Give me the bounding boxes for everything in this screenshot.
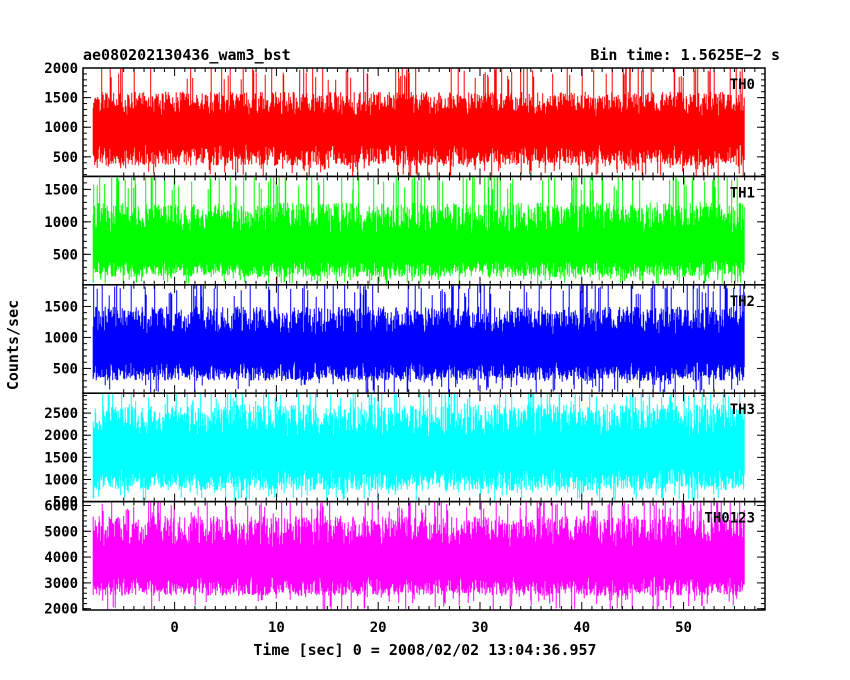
- x-tick-label: 20: [370, 620, 387, 636]
- y-tick-label: 1500: [44, 450, 78, 466]
- y-tick-label: 3000: [44, 576, 78, 592]
- x-tick-label: 30: [472, 620, 489, 636]
- y-tick-label: 2000: [44, 602, 78, 618]
- x-tick-label: 40: [573, 620, 590, 636]
- panel-label: TH2: [730, 294, 755, 310]
- y-tick-label: 1000: [44, 472, 78, 488]
- x-tick-label: 10: [268, 620, 285, 636]
- series-th0: [92, 68, 745, 177]
- x-axis-label: Time [sec] 0 = 2008/02/02 13:04:36.957: [253, 641, 596, 659]
- panel-label: TH1: [730, 185, 755, 201]
- panel-label: TH0: [730, 77, 755, 93]
- y-tick-label: 1500: [44, 91, 78, 107]
- series-th0123: [92, 501, 745, 610]
- y-tick-label: 2000: [44, 61, 78, 77]
- y-tick-label: 500: [53, 150, 78, 166]
- panel-label: TH3: [730, 402, 755, 418]
- y-tick-label: 2000: [44, 428, 78, 444]
- y-tick-label: 2500: [44, 406, 78, 422]
- y-tick-label: 1500: [44, 299, 78, 315]
- x-axis: 0 10 20 30 40 50: [170, 620, 692, 636]
- chart-title: ae080202130436_wam3_bst: [83, 46, 291, 64]
- y-tick-label: 5000: [44, 524, 78, 540]
- panel-th1: 500 1000 1500 TH1: [44, 175, 766, 286]
- y-tick-label: 500: [53, 495, 78, 511]
- panel-th0123: 2000 3000 4000 5000 6000 TH0123: [44, 498, 766, 618]
- y-tick-label: 1500: [44, 182, 78, 198]
- y-tick-label: 1000: [44, 330, 78, 346]
- series-th1: [92, 176, 745, 285]
- series-th2: [92, 284, 745, 393]
- y-axis-label: Counts/sec: [4, 300, 22, 390]
- panel-th2: 500 1000 1500 TH2: [44, 284, 766, 394]
- panels: 500 1000 1500 2000 TH0 500 1000 1500 TH1 500 1000 1…: [44, 61, 766, 618]
- panel-frame: [82, 500, 766, 611]
- series-th3: [92, 393, 745, 502]
- y-tick-label: 1000: [44, 120, 78, 136]
- y-tick-label: 6000: [44, 498, 78, 514]
- bin-time-label: Bin time: 1.5625E−2 s: [590, 46, 780, 64]
- y-tick-label: 500: [53, 247, 78, 263]
- y-tick-label: 1000: [44, 215, 78, 231]
- y-tick-label: 4000: [44, 550, 78, 566]
- x-tick-label: 50: [675, 620, 692, 636]
- y-tick-label: 500: [53, 361, 78, 377]
- panel-label: TH0123: [704, 511, 755, 527]
- x-tick-label: 0: [170, 620, 178, 636]
- panel-th3: 500 1000 1500 2000 2500 TH3: [44, 392, 766, 511]
- panel-th0: 500 1000 1500 2000 TH0: [44, 61, 766, 178]
